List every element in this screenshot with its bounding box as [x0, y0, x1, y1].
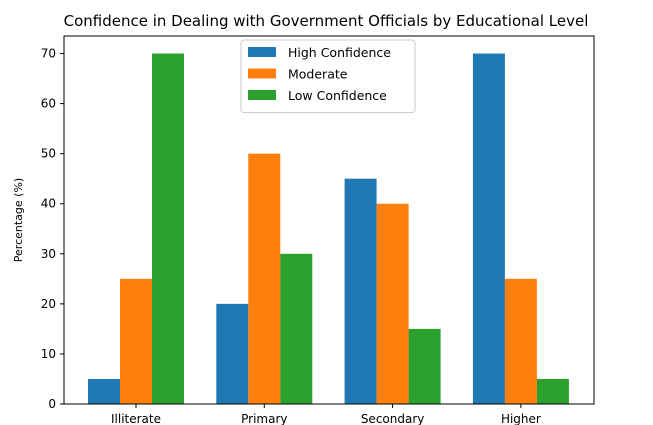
bar-low-confidence-illiterate	[152, 53, 184, 405]
bar-high-confidence-illiterate	[88, 378, 120, 404]
bar-high-confidence-higher	[472, 53, 505, 405]
bar-moderate-primary	[248, 153, 281, 404]
bar-high-confidence-primary	[216, 303, 249, 404]
x-tick-label: Higher	[501, 412, 541, 425]
legend-label: Low Confidence	[288, 88, 387, 103]
bar-high-confidence-secondary	[344, 178, 377, 404]
y-tick-label: 30	[41, 247, 56, 261]
chart-title: Confidence in Dealing with Government Of…	[64, 12, 589, 30]
bar-low-confidence-higher	[536, 378, 569, 404]
y-axis-label: Percentage (%)	[12, 178, 25, 262]
bar-moderate-illiterate	[120, 278, 152, 404]
legend-swatch	[248, 90, 276, 100]
bar-moderate-higher	[504, 278, 537, 404]
x-tick-label: Primary	[241, 412, 287, 425]
x-tick-label: Illiterate	[111, 412, 161, 425]
y-tick-label: 40	[41, 197, 56, 211]
y-tick-label: 20	[41, 297, 56, 311]
bar-low-confidence-secondary	[408, 328, 441, 404]
legend-label: High Confidence	[288, 45, 391, 60]
y-tick-label: 60	[41, 97, 56, 111]
y-tick-label: 70	[41, 47, 56, 61]
plot-area: 0 10 20 30 40 50 60 70 Illiterate Primary Secondar…	[41, 35, 595, 425]
legend-swatch	[248, 68, 276, 79]
legend-swatch	[248, 47, 276, 57]
y-tick-label: 0	[48, 397, 56, 411]
axes-frame	[63, 35, 595, 405]
bar-low-confidence-primary	[280, 253, 313, 404]
y-tick-label: 10	[41, 347, 56, 361]
legend: High Confidence Moderate Low Confidence	[240, 39, 416, 113]
legend-box	[240, 39, 416, 113]
x-tick-label: Secondary	[361, 412, 425, 425]
legend-label: Moderate	[288, 67, 348, 82]
y-tick-label: 50	[41, 147, 56, 161]
bar-moderate-secondary	[376, 203, 409, 404]
